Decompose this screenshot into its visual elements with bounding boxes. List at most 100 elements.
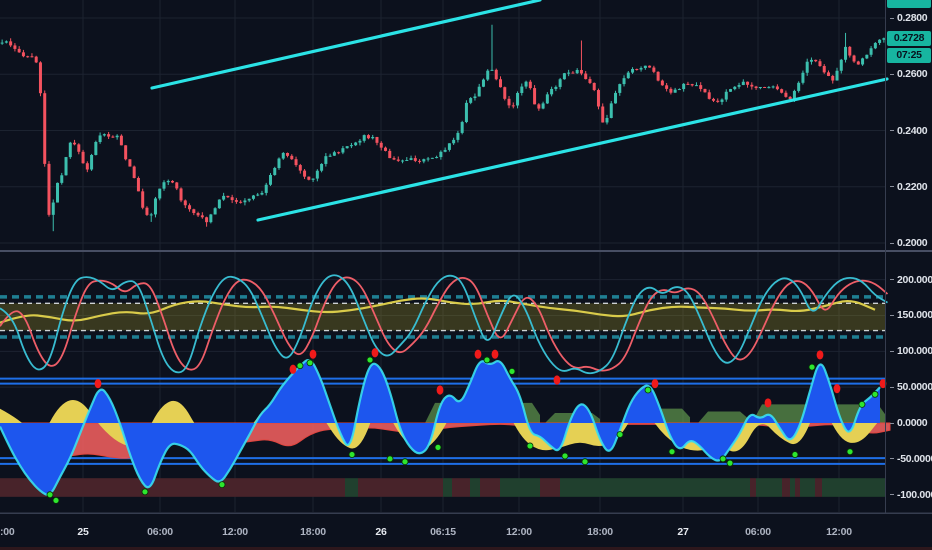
candle-body [30, 56, 34, 58]
time-axis-label: 26 [375, 526, 387, 538]
candle-body [507, 98, 511, 106]
candle-body [639, 68, 643, 70]
lower-trendline[interactable] [256, 77, 889, 222]
candle-body [115, 135, 119, 138]
price-axis-label: 0.2400 [890, 125, 928, 137]
candle-body [737, 85, 741, 87]
band-segment [750, 478, 756, 497]
candle-body [430, 157, 434, 159]
indicator-axis-label: -100.0000 [890, 489, 932, 501]
price-axis-label: 0.2800 [890, 12, 928, 24]
candle-body [652, 67, 656, 72]
candle-body [801, 72, 805, 83]
band-segment [560, 478, 750, 497]
candle-body [499, 79, 503, 88]
candle-body [200, 215, 204, 218]
candle-body [746, 81, 750, 85]
candle-body [136, 177, 140, 192]
signal-dots [46, 348, 887, 504]
candle-body [605, 117, 609, 123]
candle-body [677, 89, 681, 91]
candle-body [298, 165, 302, 171]
green-signal-dot [719, 455, 727, 463]
candle-body [81, 151, 85, 164]
candle-body [758, 86, 762, 89]
candle-body [401, 160, 405, 162]
green-signal-dot [846, 448, 854, 456]
time-axis-label: 25 [77, 526, 89, 538]
stoch-band [0, 303, 886, 331]
candle-body [73, 142, 77, 145]
candle-body [192, 209, 196, 214]
candle-body [396, 159, 400, 161]
time-axis-label: 18:00 [300, 526, 326, 538]
candle-body [865, 54, 869, 59]
time-axis-label: 27 [677, 526, 689, 538]
band-segment [800, 478, 815, 497]
current-price-value: 0.2728 [893, 32, 925, 45]
indicator-axis-label: 150.0000 [890, 309, 932, 321]
candle-body [243, 200, 247, 203]
candle-body [724, 91, 728, 100]
candle-body [341, 148, 345, 153]
candle-body [332, 152, 336, 156]
green-signal-dot [434, 443, 442, 451]
candle-body [64, 157, 68, 176]
red-signal-dot [436, 385, 444, 395]
candle-body [686, 83, 690, 85]
candle-body [124, 145, 128, 160]
candle-body [622, 78, 626, 85]
candle-body [111, 136, 115, 138]
upper-trendline[interactable] [150, 0, 542, 90]
candle-body [226, 195, 230, 198]
candle-body [554, 86, 558, 89]
time-axis-label: 12:00 [222, 526, 248, 538]
candle-body [601, 106, 605, 123]
candle-body [230, 197, 234, 201]
band-segment [822, 478, 886, 497]
red-signal-dot [289, 364, 297, 374]
indicator-axis-label: 100.0000 [890, 345, 932, 357]
candle-body [43, 93, 47, 164]
green-signal-dot [644, 386, 652, 394]
candle-body [494, 69, 498, 80]
candle-body [294, 159, 298, 166]
candle-body [490, 69, 494, 71]
indicator-axis-label: 50.0000 [890, 381, 932, 393]
time-axis[interactable]: :00 25 06:00 12:00 18:00 26 06:15 12:00 18:00 27 0… [0, 513, 932, 550]
candle-body [90, 154, 94, 170]
band-segment [790, 478, 795, 497]
candle-body [848, 46, 852, 56]
candle-body [690, 84, 694, 86]
candle-body [102, 134, 106, 136]
candle-body [141, 191, 145, 208]
candle-body [281, 152, 285, 159]
candle-body [814, 59, 818, 62]
candle-body [541, 103, 545, 109]
band-segment [0, 478, 345, 497]
candle-body [826, 72, 830, 76]
red-signal-dot [879, 378, 887, 389]
red-signal-dot [371, 348, 379, 358]
candle-body [878, 39, 882, 43]
band-segment [358, 478, 443, 497]
candle-body [366, 135, 370, 139]
stoch-teal-line [0, 274, 888, 375]
candle-body [771, 86, 775, 88]
candle-body [592, 82, 596, 91]
candle-body [435, 157, 439, 159]
price-axis[interactable]: 0.2728 07:25 0.2800 0.2600 0.2400 0.2200 0.2… [885, 0, 932, 514]
red-signal-dot [651, 378, 659, 389]
green-signal-dot [871, 390, 879, 398]
candle-body [682, 83, 686, 90]
green-signal-dot [306, 359, 314, 367]
candle-body [464, 102, 468, 123]
green-signal-dot [141, 488, 149, 496]
candle-body [345, 146, 349, 149]
candle-body [469, 98, 473, 103]
candle-body [473, 96, 477, 99]
price-axis-label: 0.2600 [890, 68, 928, 80]
candle-body [750, 84, 754, 87]
